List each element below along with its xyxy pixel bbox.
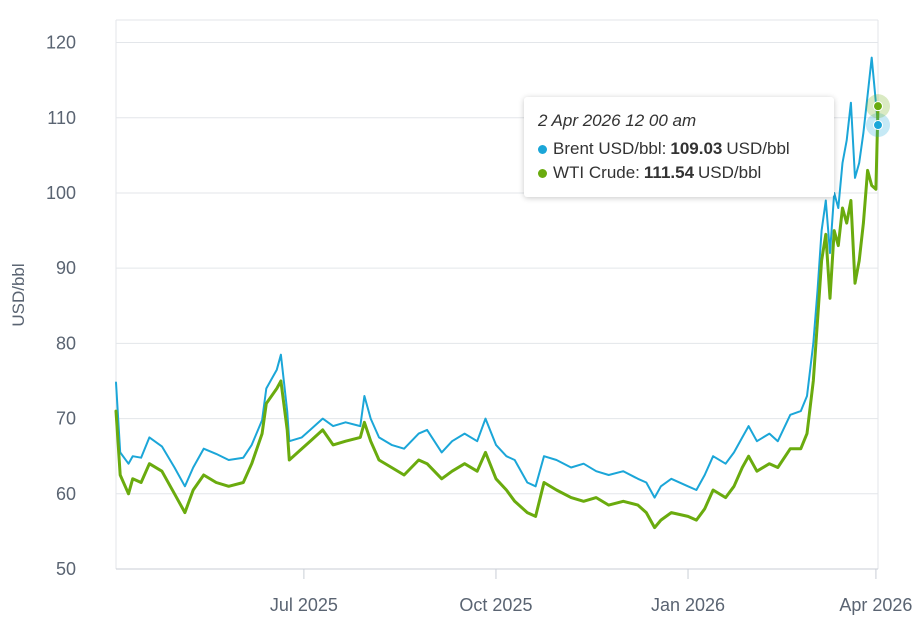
tooltip-title: 2 Apr 2026 12 00 am bbox=[538, 111, 697, 130]
y-tick-label: 50 bbox=[56, 559, 76, 579]
y-axis-title: USD/bbl bbox=[9, 263, 28, 326]
brent-dot-icon bbox=[538, 144, 547, 154]
tooltip-brent-label: Brent USD/bbl: bbox=[553, 139, 667, 158]
x-tick-label: Jul 2025 bbox=[270, 595, 338, 615]
y-tick-label: 80 bbox=[56, 333, 76, 353]
brent-hover-point bbox=[873, 120, 883, 131]
wti-hover-point bbox=[873, 101, 883, 112]
y-tick-label: 60 bbox=[56, 484, 76, 504]
tooltip-brent-unit: USD/bbl bbox=[726, 139, 790, 158]
tooltip-wti-value: 111.54 bbox=[643, 163, 695, 182]
hover-tooltip: 2 Apr 2026 12 00 am Brent USD/bbl: 109.0… bbox=[524, 97, 834, 197]
series-lines bbox=[114, 56, 880, 530]
y-tick-label: 110 bbox=[47, 108, 76, 128]
wti-line bbox=[114, 104, 880, 530]
y-tick-label: 120 bbox=[46, 33, 76, 53]
x-tick-label: Jan 2026 bbox=[651, 595, 725, 615]
x-tick-label: Oct 2025 bbox=[459, 595, 532, 615]
brent-line bbox=[115, 56, 879, 499]
y-tick-label: 100 bbox=[46, 183, 76, 203]
hover-markers bbox=[866, 94, 890, 138]
tooltip-wti-label: WTI Crude: bbox=[553, 163, 640, 182]
tooltip-row-brent: Brent USD/bbl: 109.03 USD/bbl bbox=[538, 137, 820, 161]
tooltip-row-wti: WTI Crude: 111.54 USD/bbl bbox=[538, 161, 820, 185]
y-tick-label: 90 bbox=[56, 258, 76, 278]
wti-dot-icon bbox=[538, 168, 547, 178]
y-tick-label: 70 bbox=[56, 409, 76, 429]
axes: 50 60 70 80 90 100 110 120 Jul 2025 Oct 2025 Jan 2… bbox=[46, 33, 912, 615]
x-tick-label: Apr 2026 bbox=[839, 595, 912, 615]
tooltip-wti-unit: USD/bbl bbox=[698, 163, 762, 182]
tooltip-brent-value: 109.03 bbox=[670, 139, 723, 158]
